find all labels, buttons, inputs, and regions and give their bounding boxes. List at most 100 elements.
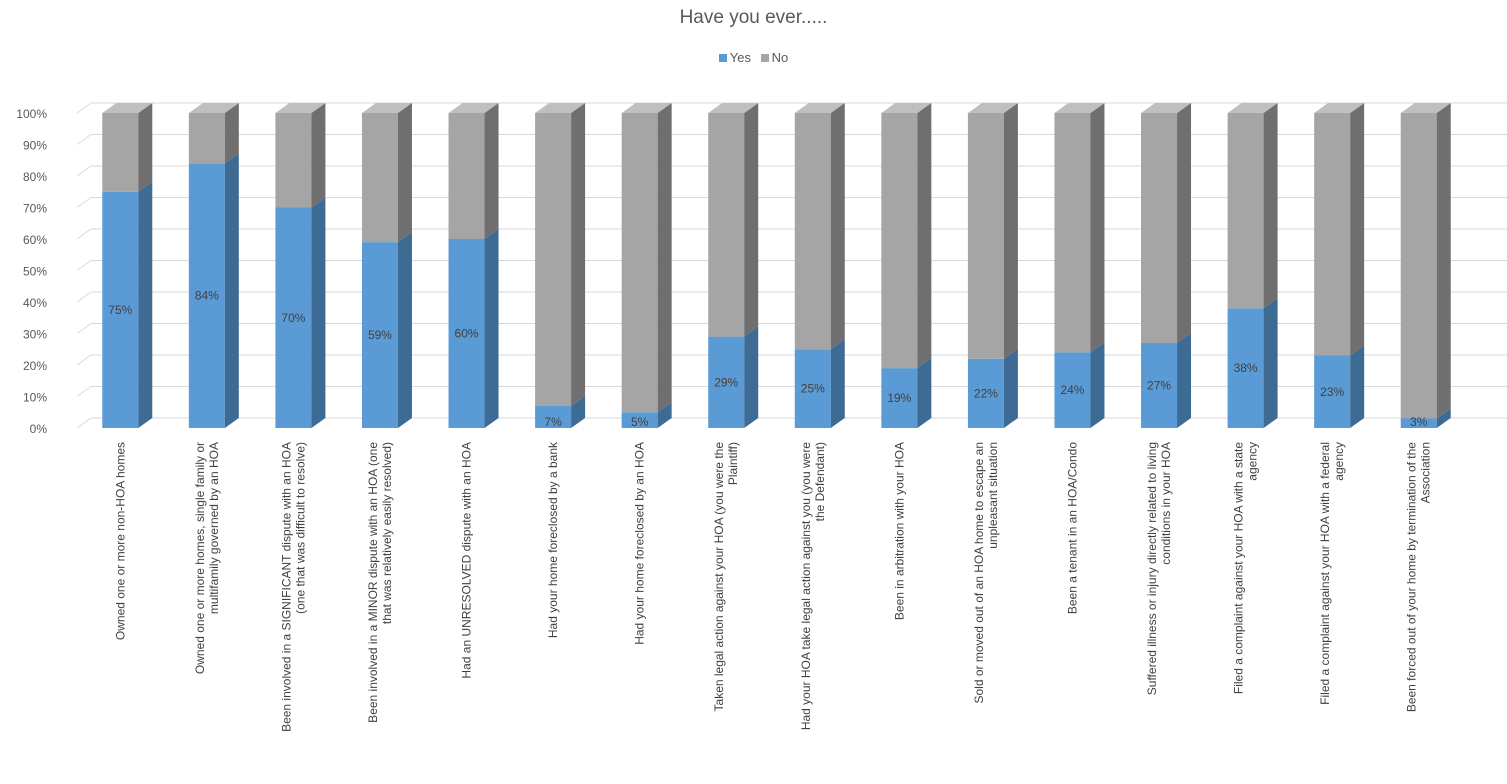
data-label: 75% xyxy=(108,303,132,317)
data-label: 22% xyxy=(974,386,998,400)
category-label: that was relatively easily resolved) xyxy=(380,442,394,624)
category-label: unpleasant situation xyxy=(986,442,1000,549)
bar-no-side xyxy=(224,103,239,164)
bar-no-side xyxy=(1263,103,1278,309)
y-tick-label: 60% xyxy=(23,233,47,247)
bar-yes xyxy=(1227,308,1264,428)
category-label: Plaintiff) xyxy=(726,442,740,485)
legend-item-no: No xyxy=(760,50,788,65)
data-label: 7% xyxy=(544,415,562,429)
category-label: Owned one or more non-HOA homes xyxy=(113,442,127,640)
bar-no xyxy=(188,113,225,164)
bar-top xyxy=(102,103,153,113)
bar-yes-side xyxy=(138,181,153,428)
bar-no xyxy=(361,113,398,243)
bar-no-side xyxy=(1436,103,1451,419)
category-label: Filed a complaint against your HOA with … xyxy=(1318,442,1332,705)
bar-no xyxy=(708,113,745,337)
category-label: Been in arbitration with your HOA xyxy=(892,442,906,620)
bar-no-side xyxy=(571,103,586,406)
data-label: 27% xyxy=(1147,378,1171,392)
category-label: agency xyxy=(1332,442,1346,481)
bar-yes xyxy=(188,163,225,428)
data-label: 70% xyxy=(281,311,305,325)
bar-yes xyxy=(794,349,831,428)
category-label: Been forced out of your home by terminat… xyxy=(1405,442,1419,712)
data-label: 24% xyxy=(1060,383,1084,397)
y-tick-label: 20% xyxy=(23,359,47,373)
gridline-diagonal xyxy=(76,260,92,271)
legend-swatch-no xyxy=(760,54,769,62)
bar-no-side xyxy=(484,103,499,239)
data-label: 19% xyxy=(887,391,911,405)
y-tick-label: 80% xyxy=(23,170,47,184)
gridline-diagonal xyxy=(76,102,92,114)
bar-no xyxy=(621,113,658,413)
bar-yes xyxy=(708,336,745,428)
bar-no xyxy=(102,113,139,192)
category-label: Filed a complaint against your HOA with … xyxy=(1232,442,1246,694)
gridline-diagonal xyxy=(76,323,92,334)
bar-top xyxy=(1141,103,1192,113)
bar-yes-side xyxy=(311,197,326,428)
bar-no-side xyxy=(830,103,845,350)
y-tick-label: 40% xyxy=(23,296,47,310)
bar-no xyxy=(1227,113,1264,309)
legend-swatch-yes xyxy=(718,54,727,62)
bar-yes xyxy=(102,191,139,428)
category-label: Taken legal action against your HOA (you… xyxy=(712,442,726,712)
bar-yes-side xyxy=(1177,332,1192,428)
gridline-diagonal xyxy=(76,228,92,240)
gridline-diagonal xyxy=(76,134,92,145)
category-label: agency xyxy=(1246,442,1260,481)
legend: Yes No xyxy=(0,50,1507,65)
bar-top xyxy=(708,103,759,113)
category-label: Been involved in a MINOR dispute with an… xyxy=(366,442,380,723)
bar-top xyxy=(1054,103,1105,113)
data-label: 3% xyxy=(1410,415,1428,429)
gridline-diagonal xyxy=(76,386,92,397)
bar-yes xyxy=(1141,342,1178,428)
bar-top xyxy=(448,103,499,113)
bar-no xyxy=(1400,113,1437,419)
bar-yes xyxy=(448,239,485,428)
bar-yes-side xyxy=(1436,408,1451,428)
y-tick-label: 90% xyxy=(23,139,47,153)
bar-yes xyxy=(621,412,658,428)
category-label: multifamily governed by an HOA xyxy=(207,442,221,614)
category-label: Been a tenant in an HOA/Condo xyxy=(1065,442,1079,614)
bar-top xyxy=(794,103,845,113)
category-label: Had your home foreclosed by a bank xyxy=(546,441,560,638)
bar-yes-side xyxy=(744,326,759,428)
y-tick-label: 0% xyxy=(30,422,48,436)
bar-top xyxy=(881,103,932,113)
data-label: 29% xyxy=(714,375,738,389)
bar-no xyxy=(1141,113,1178,343)
bar-no xyxy=(1054,113,1091,353)
category-label: Owned one or more homes, single family o… xyxy=(193,442,207,674)
y-tick-label: 100% xyxy=(16,107,47,121)
bar-no-side xyxy=(1350,103,1365,356)
category-label: (one that was difficult to resolve) xyxy=(293,442,307,614)
y-tick-label: 50% xyxy=(23,265,47,279)
legend-label-yes: Yes xyxy=(729,50,751,65)
y-tick-label: 70% xyxy=(23,202,47,216)
bar-yes-side xyxy=(397,232,412,428)
bar-no-side xyxy=(1090,103,1105,353)
bar-yes-side xyxy=(1090,342,1105,428)
data-label: 59% xyxy=(368,328,392,342)
gridline-diagonal xyxy=(76,197,92,208)
gridline-diagonal xyxy=(76,291,92,303)
bar-yes xyxy=(967,358,1004,428)
bar-yes xyxy=(361,242,398,428)
bar-yes-side xyxy=(830,339,845,428)
bar-yes xyxy=(881,368,918,428)
bar-yes-side xyxy=(1350,345,1365,428)
category-label: Suffered illness or injury directly rela… xyxy=(1145,442,1159,695)
bar-no xyxy=(1314,113,1351,356)
bar-top xyxy=(621,103,672,113)
category-label: Association xyxy=(1419,442,1433,503)
bar-no-side xyxy=(657,103,672,413)
bar-no-side xyxy=(311,103,326,208)
